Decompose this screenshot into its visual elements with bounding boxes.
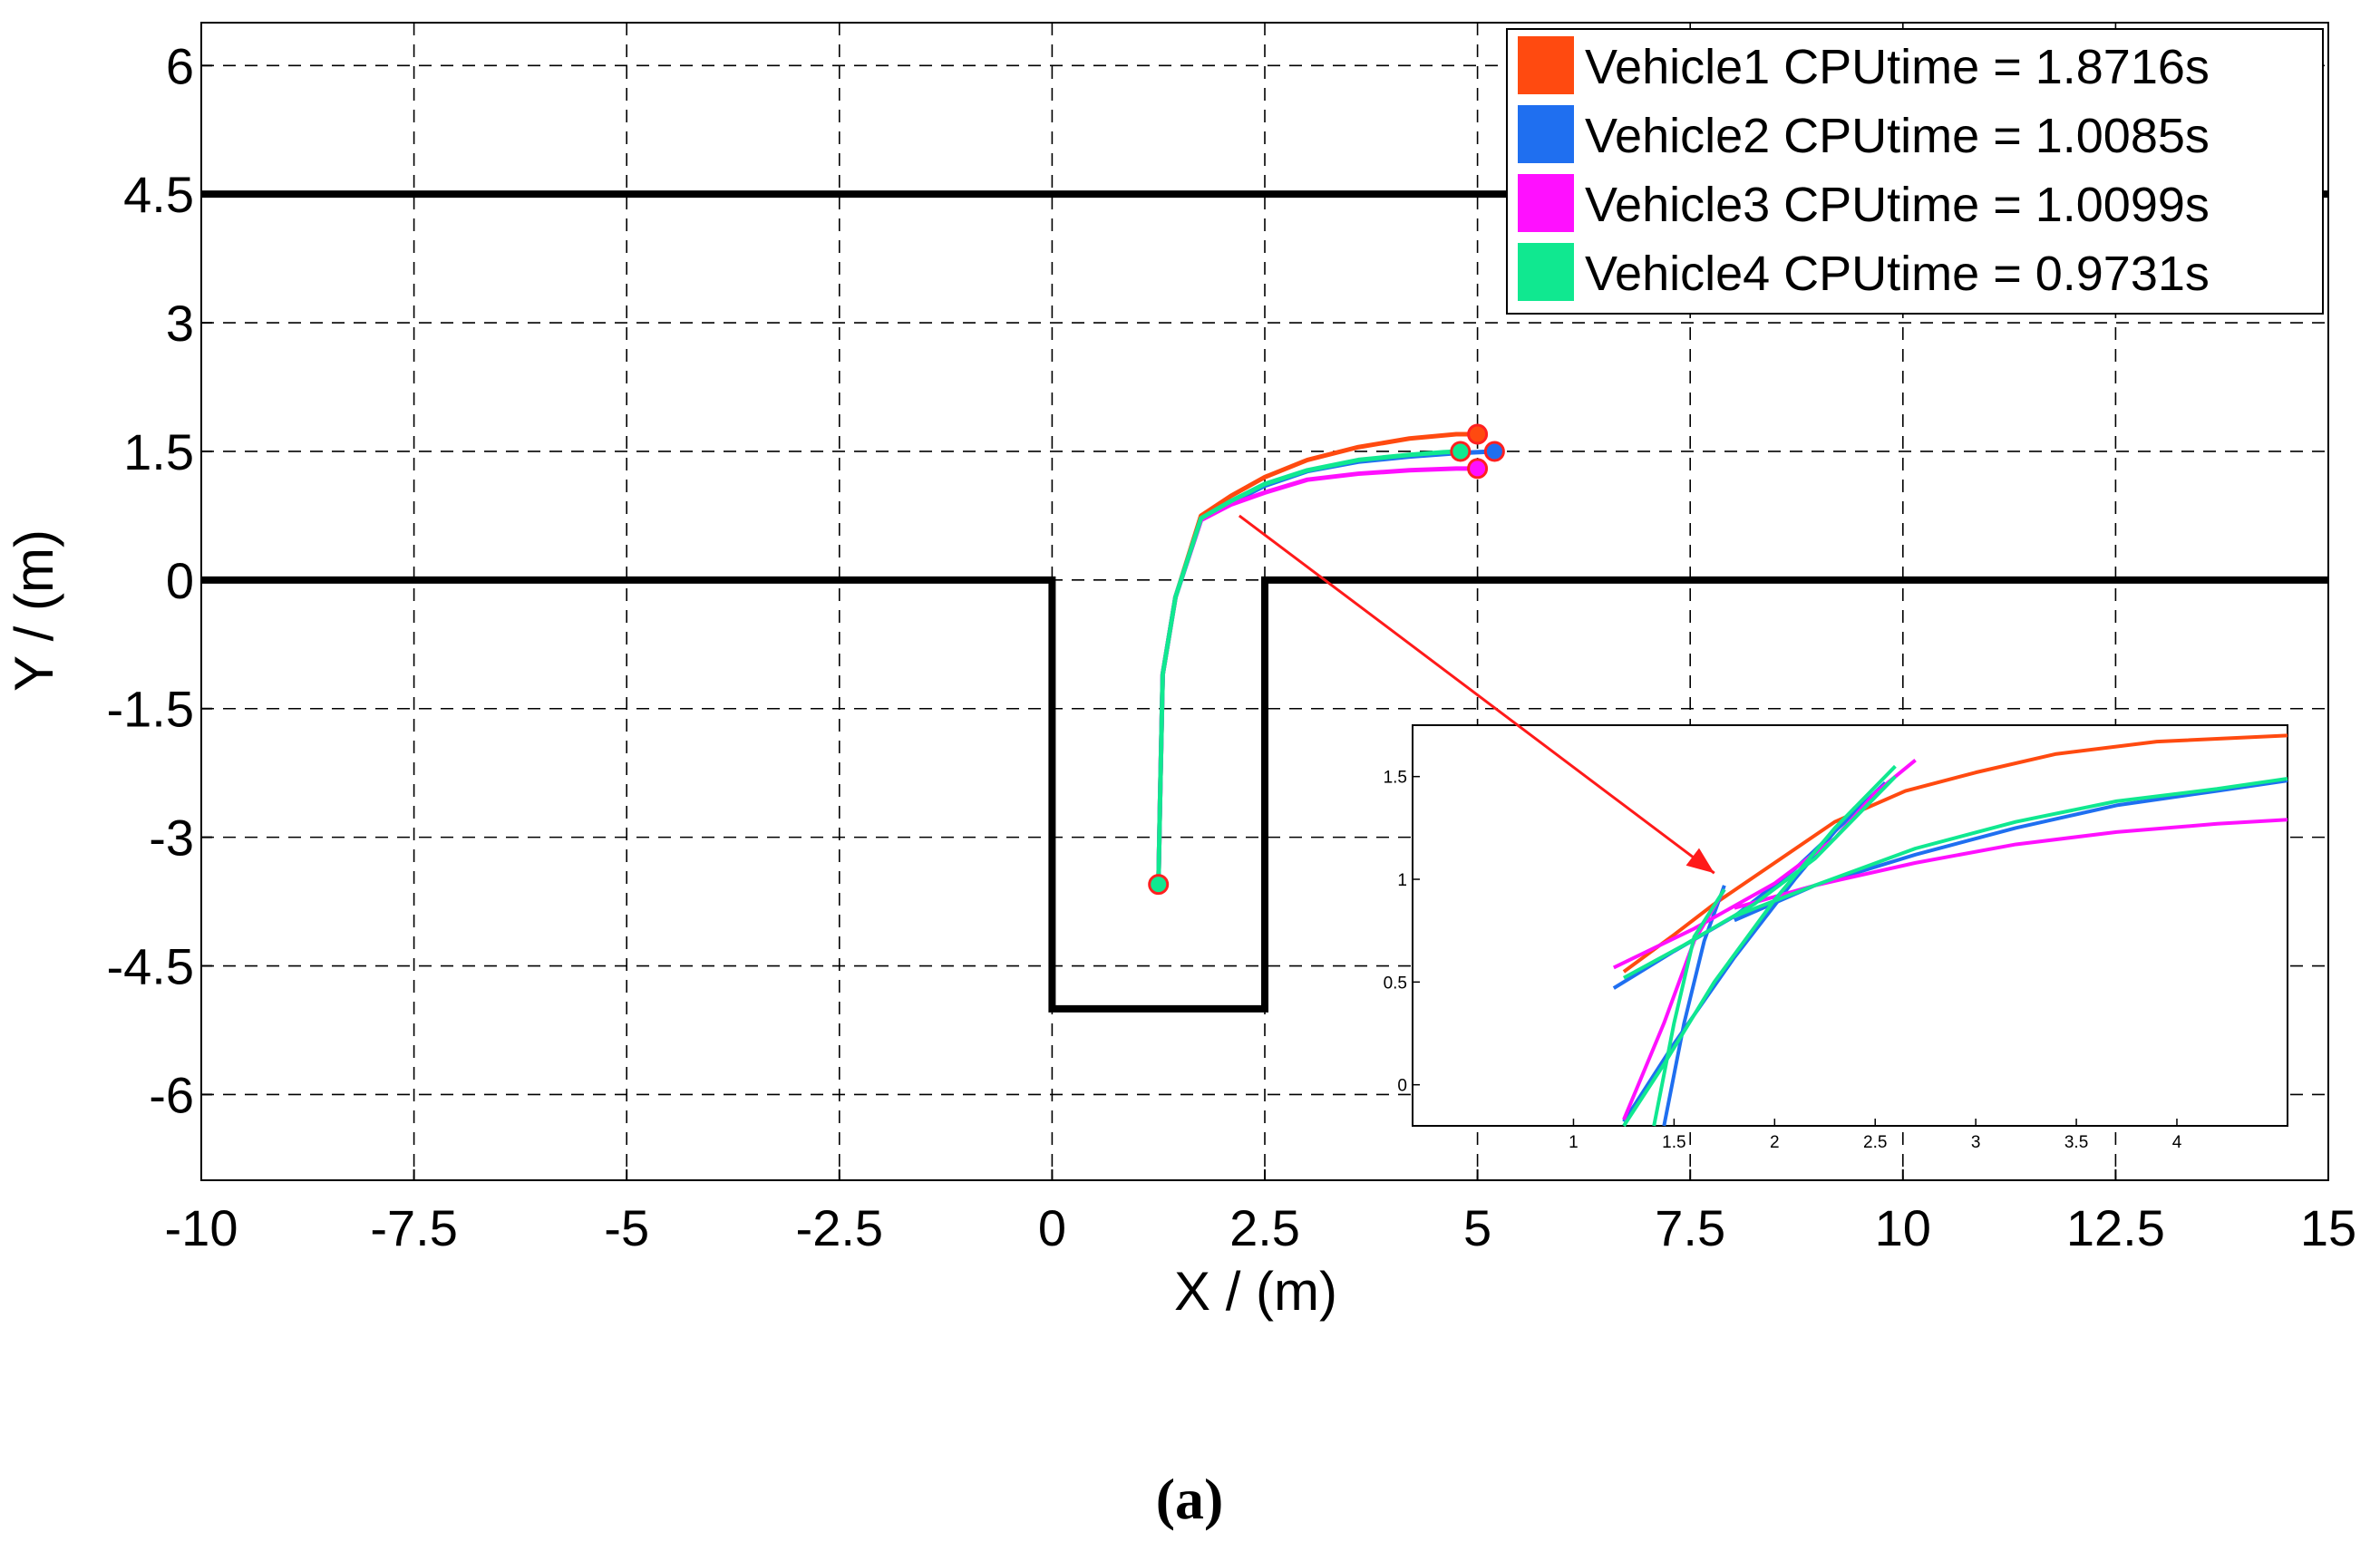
inset-y-tick-label: 0.5	[1384, 974, 1407, 993]
legend-swatch	[1518, 243, 1574, 301]
end-marker	[1483, 441, 1505, 462]
x-tick-label: 12.5	[2066, 1199, 2165, 1256]
y-tick-label: 4.5	[123, 166, 194, 223]
end-marker	[1467, 423, 1489, 445]
y-tick-label: -6	[149, 1066, 194, 1123]
inset-x-tick-label: 3	[1971, 1133, 1981, 1152]
y-tick-label: -1.5	[107, 681, 195, 738]
x-tick-label: -7.5	[370, 1199, 458, 1256]
y-axis-label: Y / (m)	[4, 529, 64, 692]
y-tick-label: 3	[166, 295, 194, 352]
inset-trajectory-line	[1622, 764, 1897, 1128]
lower-road-boundary-with-slot	[201, 576, 2328, 1013]
inset-x-tick-label: 4	[2172, 1133, 2182, 1152]
inset-trajectory-line	[1622, 902, 1715, 974]
inset-x-tick-label: 2.5	[1863, 1133, 1887, 1152]
end-marker	[1450, 441, 1472, 462]
inset-x-tick-label: 3.5	[2064, 1133, 2088, 1152]
inset-frame	[1412, 724, 2288, 1127]
legend-label: Vehicle2 CPUtime = 1.0085s	[1585, 109, 2210, 163]
figure-caption: (a)	[1156, 1467, 1224, 1531]
legend-box	[1506, 28, 2324, 315]
legend-swatch	[1518, 105, 1574, 163]
x-axis-label: X / (m)	[1174, 1261, 1337, 1322]
start-end-markers	[1148, 423, 1505, 896]
x-tick-label: -2.5	[796, 1199, 884, 1256]
inset-trajectory-line	[1652, 888, 1726, 1127]
trajectory-line	[1156, 449, 1461, 885]
inset-x-tick-label: 2	[1770, 1133, 1780, 1152]
arrow-line	[1238, 514, 1715, 875]
x-tick-label: -5	[604, 1199, 649, 1256]
x-tick-label: 7.5	[1655, 1199, 1725, 1256]
x-tick-label: 10	[1875, 1199, 1931, 1256]
legend-label: Vehicle4 CPUtime = 0.9731s	[1585, 247, 2210, 301]
legend-label: Vehicle1 CPUtime = 1.8716s	[1585, 40, 2210, 94]
inset-trajectory-line	[1713, 733, 2288, 906]
y-tick-label: -3	[149, 809, 194, 867]
x-tick-label: 2.5	[1229, 1199, 1300, 1256]
x-tick-label: 15	[2300, 1199, 2356, 1256]
arrow-head	[1685, 848, 1715, 874]
x-tick-label: 5	[1463, 1199, 1491, 1256]
y-tick-label: 6	[166, 37, 194, 94]
legend-label: Vehicle3 CPUtime = 1.0099s	[1585, 178, 2210, 232]
inset-y-tick-label: 0	[1397, 1077, 1407, 1096]
x-tick-label: 0	[1038, 1199, 1066, 1256]
inset-trajectory-line	[1622, 775, 1897, 980]
end-marker	[1467, 458, 1489, 480]
legend-swatch	[1518, 36, 1574, 94]
y-tick-labels: 6 4.5 3 1.5 0 -1.5 -3 -4.5 -6	[107, 37, 212, 1123]
x-tick-label: -10	[165, 1199, 238, 1256]
inset-trajectory-line	[1612, 758, 1917, 970]
start-marker	[1148, 874, 1170, 896]
legend: Vehicle1 CPUtime = 1.8716s Vehicle2 CPUti…	[1506, 28, 2324, 315]
y-tick-label: -4.5	[107, 938, 195, 995]
zoom-inset: 1 1.5 2 2.5 3 3.5 4 0 0.5 1 1.5	[1384, 724, 2288, 1152]
inset-trajectory-line	[1662, 885, 1726, 1127]
main-trajectories	[1156, 431, 1495, 885]
zoom-arrow	[1238, 514, 1715, 875]
inset-x-tick-label: 1	[1569, 1133, 1579, 1152]
y-tick-label: 1.5	[123, 423, 194, 480]
inset-y-tick-label: 1.5	[1384, 769, 1407, 788]
y-tick-label: 0	[166, 552, 194, 609]
inset-trajectory-line	[1734, 776, 2288, 918]
inset-x-tick-label: 1.5	[1662, 1133, 1685, 1152]
inset-y-tick-label: 1	[1397, 871, 1407, 890]
legend-swatch	[1518, 174, 1574, 232]
x-tick-labels: -10 -7.5 -5 -2.5 0 2.5 5 7.5 10 12.5 15	[165, 1169, 2356, 1256]
